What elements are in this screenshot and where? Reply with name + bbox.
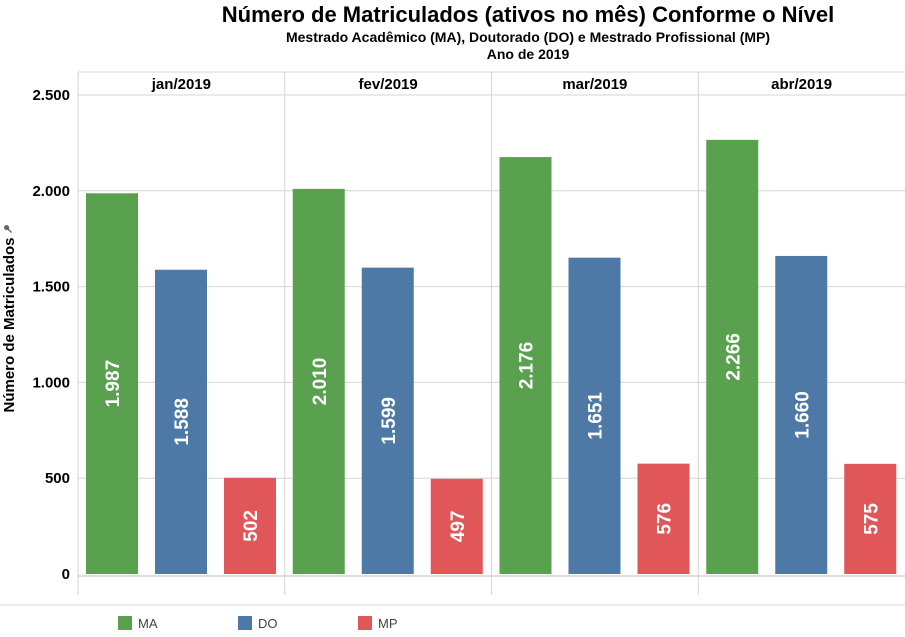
bar-data-label: 1.588 [172,398,193,446]
bar-do[interactable] [568,257,621,574]
panel-label: abr/2019 [771,76,832,93]
bar-mp[interactable] [430,478,483,574]
bar-data-label: 1.599 [379,397,400,445]
legend-label: MA [138,616,158,631]
bars: 1.987 1.588 502 2.010 1.599 497 2.176 1.651 576 2… [86,139,897,574]
legend-item-ma[interactable]: MA [118,616,158,631]
bar-mp[interactable] [844,463,897,574]
panel-label: jan/2019 [151,76,211,93]
bar-mp[interactable] [224,477,276,574]
bar-data-label: 2.266 [723,333,744,381]
bar-data-label: 502 [241,510,262,542]
chart-subtitle-year: Ano de 2019 [486,46,570,62]
bar-data-label: 1.651 [586,392,607,440]
legend[interactable]: MA DO MP [118,616,398,631]
y-axis-label: Número de Matriculados [1,237,18,412]
grid-lines [0,71,905,606]
bar-data-label: 1.987 [103,360,124,408]
legend-swatch [238,616,252,630]
bar-data-label: 2.176 [517,342,538,390]
y-tick-label: 2.000 [32,183,70,200]
bar-data-label: 497 [448,511,469,543]
bar-do[interactable] [155,269,207,574]
bar-ma[interactable] [292,188,345,574]
legend-label: MP [378,616,398,631]
bar-ma[interactable] [86,193,138,574]
y-tick-label: 1.500 [32,279,70,296]
panel-headers: jan/2019 fev/2019 mar/2019 abr/2019 [151,76,832,93]
legend-item-do[interactable]: DO [238,616,278,631]
y-tick-label: 500 [45,470,70,487]
bar-data-label: 576 [655,503,676,535]
bar-do[interactable] [775,255,828,574]
y-tick-label: 0 [62,566,70,583]
y-tick-label: 1.000 [32,374,70,391]
bar-data-label: 1.660 [792,391,813,439]
panel-label: fev/2019 [359,76,418,93]
chart-title: Número de Matriculados (ativos no mês) C… [221,2,835,27]
legend-item-mp[interactable]: MP [358,616,398,631]
bar-do[interactable] [361,267,414,574]
bar-data-label: 2.010 [310,358,331,406]
bar-ma[interactable] [499,157,552,574]
bar-mp[interactable] [637,463,690,574]
legend-swatch [358,616,372,630]
y-tick-label: 2.500 [32,87,70,104]
legend-label: DO [258,616,278,631]
panel-label: mar/2019 [562,76,627,93]
bar-ma[interactable] [706,139,759,574]
y-axis: 0 500 1.000 1.500 2.000 2.500 [32,87,70,583]
pin-icon[interactable] [3,224,13,234]
bar-data-label: 575 [861,503,882,535]
legend-swatch [118,616,132,630]
chart-subtitle: Mestrado Acadêmico (MA), Doutorado (DO) … [285,29,771,45]
